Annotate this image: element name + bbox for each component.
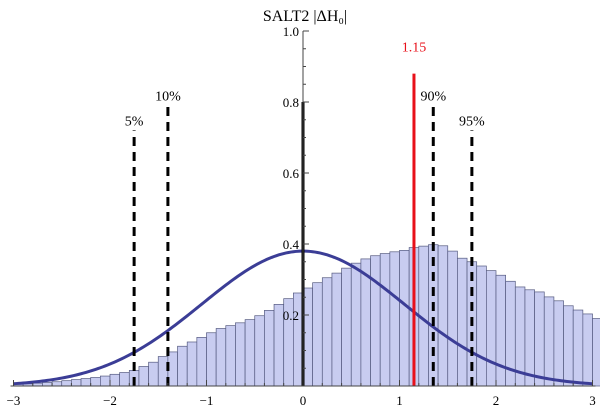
y-tick-label: 0.2 [283,308,299,323]
histogram-bar [235,322,246,387]
y-tick-label: 0.8 [283,95,299,110]
histogram-bar [457,257,468,387]
histogram-bar [90,377,101,387]
histogram-bar [138,366,149,387]
line-label: 95% [459,114,485,129]
histogram-bar [486,270,497,387]
histogram-bar [524,289,535,387]
line-label: 5% [125,114,144,129]
x-tick-label: 2 [493,393,500,408]
histogram-bar [225,325,236,387]
x-tick-label: 0 [300,393,307,408]
histogram-bar [312,282,323,387]
axes: −3 −2 −1 0 1 2 3 0.2 0.4 0.6 0.8 1.0 [7,24,596,408]
histogram-bar [80,378,92,387]
histogram-bar [254,315,265,387]
histogram-bar [119,372,130,387]
line-label: 1.15 [402,41,427,56]
histogram-bar [109,373,120,387]
histogram-bar [196,337,207,387]
histogram-bar [331,272,342,387]
histogram-bar [51,381,63,387]
histogram-bar [572,309,584,387]
histogram-bar [99,375,111,387]
histogram-bar [177,345,188,387]
x-tick-label: 3 [589,393,596,408]
y-tick-label: 1.0 [283,24,299,39]
histogram-bar [553,300,564,387]
histogram-bar [447,250,458,387]
histogram-bar [148,361,159,387]
histogram-bars [13,244,600,387]
histogram-bar [350,262,362,387]
x-tick-label: −1 [200,393,214,408]
x-tick-label: 1 [396,393,403,408]
histogram-bar [186,341,198,387]
chart-title: SALT2 |ΔH₀| [263,8,347,25]
histogram-bar [215,328,227,387]
histogram-bar [244,319,256,387]
y-tick-label: 0.6 [283,166,300,181]
line-label: 90% [420,90,446,105]
histogram-bar [563,305,574,387]
histogram-bar [543,296,555,387]
histogram-bar [495,274,506,387]
histogram-bar [379,253,391,387]
histogram-bar [71,379,82,387]
histogram-bar [582,313,593,387]
histogram-bar [476,265,487,387]
x-tick-label: −3 [7,393,21,408]
histogram-bar [264,310,275,387]
histogram-bar [592,318,600,387]
histogram-bar [206,332,217,387]
histogram-bar [389,251,400,387]
x-tick-label: −2 [103,393,117,408]
line-label: 10% [155,90,181,105]
histogram-bar [437,245,449,387]
histogram-bar [534,291,545,387]
histogram-bar [399,250,410,387]
histogram-bar [321,277,333,387]
histogram-bar [370,255,381,387]
y-tick-label: 0.4 [283,237,300,252]
histogram-bar [341,267,352,387]
histogram-bar [42,382,53,387]
histogram-bar [61,380,72,387]
